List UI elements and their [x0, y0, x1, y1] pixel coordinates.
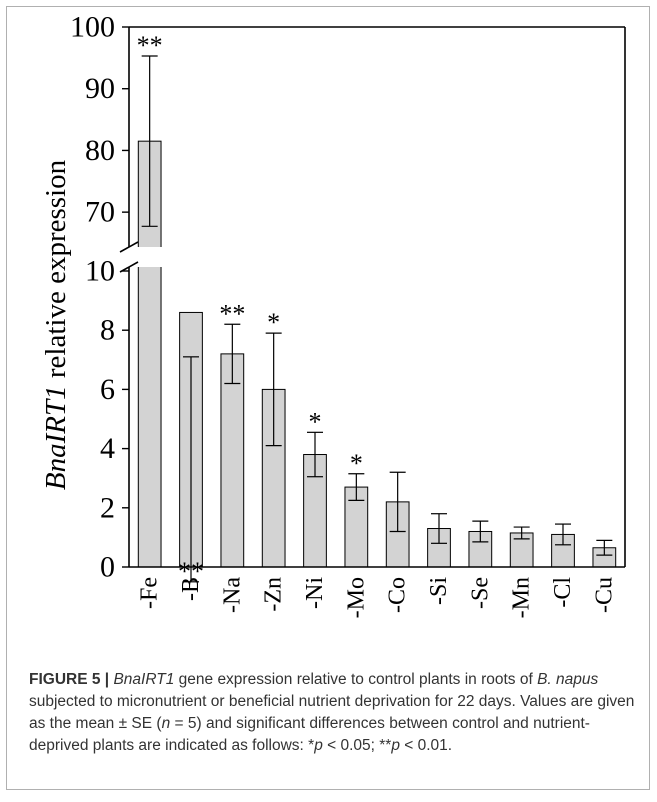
y-axis-label: BnaIRT1 relative expression [40, 159, 72, 490]
axis-break-mark-upper [119, 241, 139, 253]
y-tick-label-4: 4 [100, 432, 115, 465]
significance-label-Zn: * [267, 308, 280, 337]
x-tick-label-Si: -Si [426, 577, 452, 605]
caption-text-2: subjected to micronutrient or beneficial… [29, 693, 635, 732]
y-axis-label-rest: relative expression [40, 159, 72, 385]
x-tick-label-Cu: -Cu [591, 577, 617, 613]
x-tick-label-Mn: -Mn [509, 577, 535, 618]
caption-n: n [161, 715, 171, 732]
caption-p-1: p [314, 737, 323, 754]
y-tick-label-70: 70 [85, 196, 115, 229]
x-tick-label-Na: -Na [219, 577, 245, 613]
svg-text:BnaIRT1 relative expression: BnaIRT1 relative expression [40, 159, 72, 490]
bar-Na [220, 353, 245, 568]
y-tick-label-90: 90 [85, 72, 115, 105]
significance-label-B: ** [178, 557, 204, 586]
significance-label-Mo: * [350, 449, 363, 478]
caption-species: B. napus [537, 671, 599, 688]
caption-text-5: < 0.01. [399, 737, 453, 754]
significance-label-Ni: * [309, 407, 322, 436]
y-tick-label-6: 6 [100, 373, 115, 406]
figure-caption: FIGURE 5 | BnaIRT1 gene expression relat… [29, 669, 639, 757]
y-tick-label-10: 10 [85, 255, 115, 288]
significance-label-Fe: ** [137, 31, 163, 60]
x-tick-label-Ni: -Ni [302, 577, 328, 609]
y-tick-label-0: 0 [100, 551, 115, 584]
caption-text-3: = 5) and significant differences between… [29, 715, 590, 754]
x-tick-label-Co: -Co [385, 577, 411, 613]
significance-label-Na: ** [219, 299, 245, 328]
figure-panel: BnaIRT1 relative expression ** -Fe ** -B ** -… [6, 6, 650, 790]
x-tick-label-B: -B [178, 577, 204, 601]
x-tick-label-Se: -Se [467, 577, 493, 609]
caption-gene: BnaIRT1 [113, 671, 175, 688]
x-tick-label-Fe: -Fe [137, 577, 163, 609]
y-tick-label-80: 80 [85, 134, 115, 167]
caption-text-1: gene expression relative to control plan… [174, 671, 533, 688]
caption-figure-label: FIGURE 5 | [29, 671, 110, 688]
y-tick-label-100: 100 [70, 11, 115, 44]
x-tick-label-Cl: -Cl [550, 577, 576, 608]
y-axis-label-gene: BnaIRT1 [40, 385, 72, 490]
caption-p-2: p [391, 737, 400, 754]
x-tick-label-Mo: -Mo [343, 577, 369, 618]
caption-text-4: < 0.05; ** [322, 737, 392, 754]
y-tick-label-2: 2 [100, 491, 115, 524]
y-tick-label-8: 8 [100, 314, 115, 347]
x-tick-label-Zn: -Zn [261, 577, 287, 612]
bar-chart: BnaIRT1 relative expression **-Fe**-B**-… [40, 11, 626, 618]
axis-break-gap [117, 247, 173, 267]
